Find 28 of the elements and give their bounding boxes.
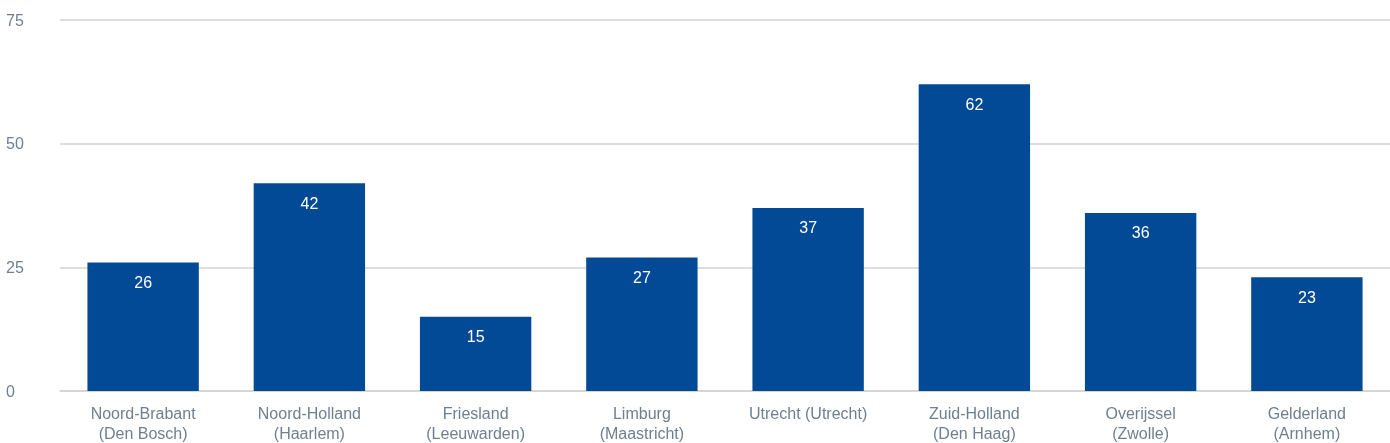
x-tick-label: Gelderland (Arnhem) bbox=[1267, 404, 1347, 442]
bar bbox=[1251, 277, 1363, 391]
bar bbox=[752, 207, 864, 391]
data-label: 26 bbox=[134, 273, 153, 291]
y-tick-label: 75 bbox=[6, 11, 24, 29]
data-label: 62 bbox=[965, 95, 984, 113]
bar bbox=[419, 316, 532, 391]
x-tick-label: Utrecht (Utrecht) bbox=[749, 404, 868, 422]
y-tick-label: 25 bbox=[6, 258, 24, 276]
bar bbox=[918, 84, 1031, 391]
data-label: 37 bbox=[799, 219, 818, 237]
y-tick-label: 0 bbox=[6, 382, 15, 400]
bar bbox=[586, 257, 698, 391]
data-label: 15 bbox=[466, 328, 485, 346]
bar bbox=[253, 183, 366, 391]
x-tick-label: Friesland (Leeuwarden) bbox=[426, 404, 525, 442]
data-label: 27 bbox=[632, 268, 651, 286]
x-tick-label: Limburg (Maastricht) bbox=[599, 404, 685, 442]
data-label: 42 bbox=[300, 194, 319, 212]
bar bbox=[87, 262, 199, 391]
x-tick-label: Noord-Brabant (Den Bosch) bbox=[90, 404, 197, 442]
x-tick-label: Noord-Holland (Haarlem) bbox=[257, 404, 361, 442]
x-tick-label: Overijssel (Zwolle) bbox=[1105, 404, 1176, 442]
data-label: 23 bbox=[1297, 288, 1316, 306]
y-tick-label: 50 bbox=[6, 135, 24, 153]
bar bbox=[1084, 212, 1197, 391]
x-tick-label: Zuid-Holland (Den Haag) bbox=[929, 404, 1020, 442]
data-label: 36 bbox=[1131, 224, 1150, 242]
